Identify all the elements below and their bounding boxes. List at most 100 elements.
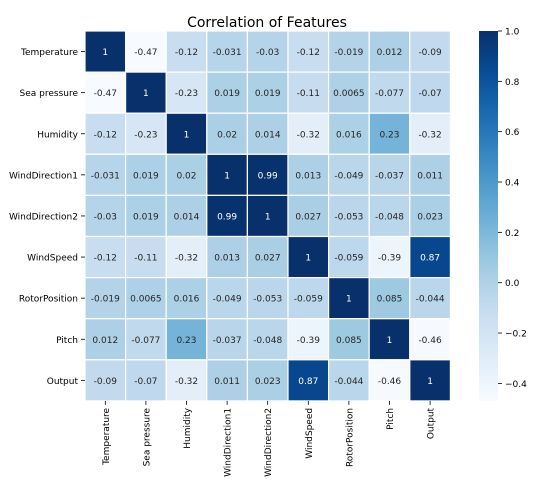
chart-title: Correlation of Features <box>187 15 347 31</box>
cell-value-label: -0.031 <box>91 171 120 181</box>
heatmap-cell <box>368 71 411 114</box>
heatmap-cell <box>124 30 167 73</box>
x-tick-label: Pitch <box>386 408 396 430</box>
cell-value-label: -0.031 <box>213 48 242 58</box>
cell-value-label: -0.11 <box>297 89 320 99</box>
heatmap-cell <box>246 112 289 155</box>
heatmap-cell <box>409 71 451 114</box>
cell-value-label: 0.023 <box>255 377 281 387</box>
cell-value-label: 1 <box>387 336 393 346</box>
cell-value-label: 0.019 <box>255 89 281 99</box>
cell-value-label: -0.32 <box>297 130 320 140</box>
heatmap-cell <box>124 112 167 155</box>
cell-value-label: -0.12 <box>175 48 198 58</box>
heatmap-cell <box>206 318 249 361</box>
cell-value-label: 1 <box>184 130 190 140</box>
cell-value-label: 0.019 <box>133 171 159 181</box>
heatmap-cell <box>84 318 127 361</box>
heatmap-cell <box>409 153 451 197</box>
y-tick-label: RotorPosition <box>19 295 78 305</box>
cell-value-label: -0.09 <box>418 48 442 58</box>
cell-value-label: 0.013 <box>295 171 321 181</box>
cell-value-label: -0.32 <box>418 130 441 140</box>
cell-value-label: 0.016 <box>336 130 362 140</box>
cell-value-label: 0.011 <box>214 377 240 387</box>
cell-value-label: -0.47 <box>134 48 157 58</box>
cell-value-label: 0.085 <box>336 336 362 346</box>
heatmap-cell <box>246 277 289 320</box>
heatmap-cell <box>84 112 127 155</box>
cell-value-label: -0.048 <box>253 336 282 346</box>
cell-value-label: -0.11 <box>134 254 157 264</box>
cell-value-label: -0.46 <box>418 336 442 346</box>
cell-value-label: 0.019 <box>133 212 159 222</box>
cell-value-label: 1 <box>305 254 311 264</box>
cell-value-label: 0.027 <box>295 212 321 222</box>
heatmap-cell <box>368 30 411 73</box>
cell-value-label: -0.048 <box>375 212 404 222</box>
cell-value-label: 1 <box>346 295 352 305</box>
cell-value-label: 0.99 <box>258 171 278 181</box>
cell-value-label: -0.39 <box>297 336 321 346</box>
cell-value-label: 0.99 <box>217 212 237 222</box>
y-tick-label: WindSpeed <box>27 254 78 264</box>
cell-value-label: -0.049 <box>213 295 242 305</box>
heatmap-cell <box>165 235 208 279</box>
cell-value-label: 0.014 <box>255 130 281 140</box>
heatmap-cell <box>409 235 451 279</box>
colorbar-tick-label: 0.6 <box>505 128 520 138</box>
cell-value-label: 0.027 <box>255 254 281 264</box>
y-tick-label: Sea pressure <box>20 89 79 99</box>
heatmap-cells <box>84 30 451 402</box>
cell-value-label: -0.09 <box>94 377 118 387</box>
colorbar-gradient <box>479 31 498 401</box>
heatmap-cell <box>246 359 289 402</box>
heatmap-cell <box>206 112 249 155</box>
colorbar-tick-label: 0.8 <box>505 78 520 88</box>
heatmap-cell <box>124 359 167 402</box>
cell-value-label: -0.03 <box>256 48 279 58</box>
cell-value-label: -0.32 <box>175 377 198 387</box>
heatmap-cell <box>287 318 330 361</box>
cell-value-label: -0.46 <box>378 377 402 387</box>
cell-value-label: -0.037 <box>375 171 404 181</box>
heatmap-cell <box>409 194 451 238</box>
heatmap-cell <box>124 153 167 197</box>
heatmap-cell <box>165 112 208 155</box>
cell-value-label: -0.07 <box>418 89 441 99</box>
cell-value-label: 0.02 <box>176 171 196 181</box>
x-tick-label: Output <box>427 407 437 439</box>
cell-value-label: -0.12 <box>94 130 117 140</box>
heatmap-cell <box>246 71 289 114</box>
colorbar-tick-label: −0.2 <box>505 330 527 340</box>
x-tick-label: WindSpeed <box>305 408 315 459</box>
cell-annotations: 1 -0.47 -0.12 -0.031 -0.03 -0.12 -0.019 0.012 -0… <box>91 48 445 387</box>
cell-value-label: 1 <box>143 89 149 99</box>
cell-value-label: -0.019 <box>91 295 120 305</box>
x-tick-label: Sea pressure <box>142 407 152 466</box>
cell-value-label: -0.077 <box>131 336 160 346</box>
x-tick-label: Temperature <box>102 407 112 465</box>
colorbar-tick-label: 0.4 <box>505 179 520 189</box>
cell-value-label: 0.0065 <box>130 295 162 305</box>
cell-value-label: 0.0065 <box>333 89 365 99</box>
colorbar-tick-label: 0.0 <box>505 279 520 289</box>
cell-value-label: 0.02 <box>217 130 237 140</box>
heatmap-cell <box>165 71 208 114</box>
cell-value-label: 0.014 <box>174 212 200 222</box>
colorbar: 1.0 0.8 0.6 0.4 0.2 0.0 −0.2 −0.4 <box>479 28 527 401</box>
cell-value-label: -0.03 <box>94 212 117 222</box>
cell-value-label: -0.053 <box>334 212 363 222</box>
heatmap-cell <box>409 318 451 361</box>
y-tick-label: Humidity <box>37 130 78 140</box>
cell-value-label: 0.23 <box>176 336 196 346</box>
heatmap-cell <box>206 153 249 197</box>
cell-value-label: -0.23 <box>134 130 157 140</box>
colorbar-tick-label: 1.0 <box>505 28 520 38</box>
heatmap-cell <box>246 235 289 279</box>
cell-value-label: 1 <box>102 48 108 58</box>
cell-value-label: 0.012 <box>92 336 118 346</box>
heatmap-cell <box>84 359 127 402</box>
heatmap-cell <box>165 318 208 361</box>
